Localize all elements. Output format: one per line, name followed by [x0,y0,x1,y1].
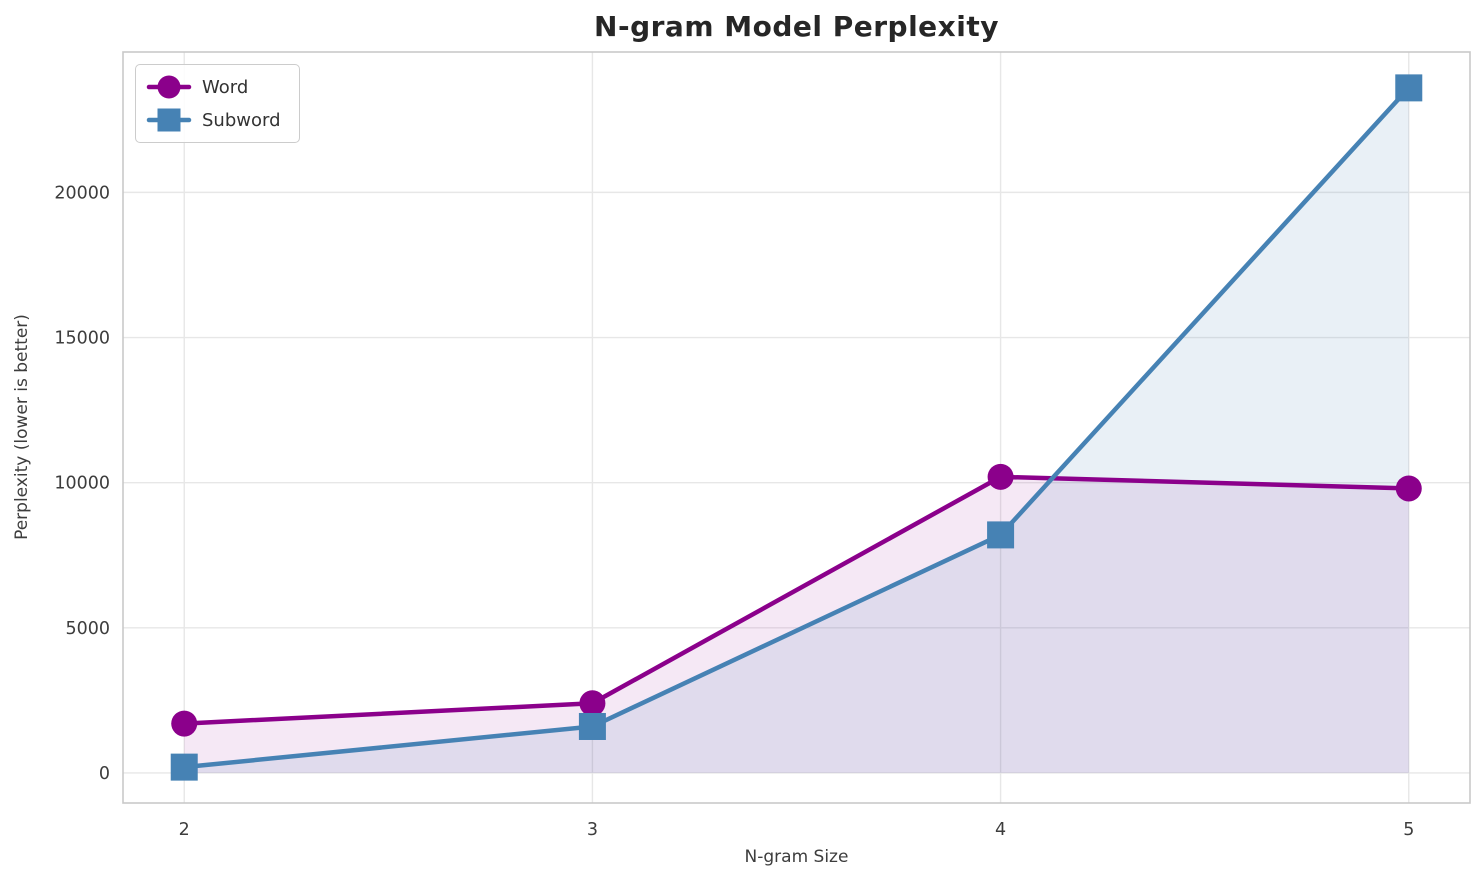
axes-frame [122,51,1471,804]
chart-title: N-gram Model Perplexity [594,10,999,43]
tick-labels: 0 5000 10000 15000 20000 2 3 4 5 [54,183,1414,840]
svg-text:10000: 10000 [54,474,110,494]
legend-item-word: Word [146,72,281,102]
svg-text:3: 3 [587,820,598,840]
series-subword [170,74,1423,781]
subword-line-square-marker-icon [146,108,192,132]
x-axis-label: N-gram Size [744,847,849,867]
legend-label-word: Word [202,76,249,98]
legend-label-subword: Subword [202,109,281,131]
svg-text:5: 5 [1403,820,1414,840]
area-fills [184,87,1409,773]
series-word [171,463,1422,737]
svg-text:5000: 5000 [65,619,110,639]
svg-text:15000: 15000 [54,329,110,349]
svg-text:4: 4 [995,820,1006,840]
word-line-circle-marker-icon [146,75,192,99]
svg-text:20000: 20000 [54,183,110,203]
svg-text:2: 2 [179,820,190,840]
legend-item-subword: Subword [146,105,281,135]
svg-text:0: 0 [99,764,110,784]
legend: Word Subword [135,64,300,143]
